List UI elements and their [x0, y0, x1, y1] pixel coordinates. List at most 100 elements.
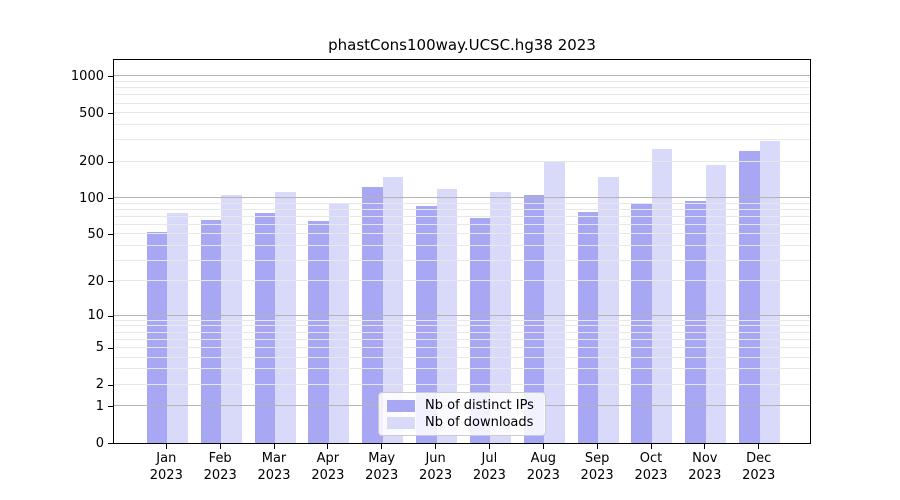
gridline-300	[114, 139, 810, 141]
x-tick-mark-aug	[542, 444, 544, 449]
x-tick-year-nov: 2023	[688, 468, 722, 483]
x-tick-label-nov: Nov 2023	[673, 450, 737, 484]
x-tick-label-feb: Feb 2023	[188, 450, 252, 484]
x-tick-year-aug: 2023	[526, 468, 560, 483]
x-tick-label-jan: Jan 2023	[134, 450, 198, 484]
x-tick-label-jun: Jun 2023	[404, 450, 468, 484]
bar-downloads-apr	[328, 202, 350, 443]
x-tick-mark-mar	[273, 444, 275, 449]
x-tick-month-nov: Nov	[692, 451, 718, 466]
x-tick-year-dec: 2023	[742, 468, 776, 483]
y-tick-mark-200	[108, 161, 113, 163]
gridline-60	[114, 223, 810, 225]
y-tick-label-20: 20	[87, 273, 104, 289]
legend-swatch-ips	[387, 399, 415, 412]
bar-ips-jan	[146, 232, 168, 443]
bar-downloads-may	[382, 176, 404, 443]
legend-item-downloads: Nb of downloads	[387, 415, 537, 431]
x-tick-mark-feb	[219, 444, 221, 449]
bar-downloads-jul	[490, 191, 511, 443]
bar-downloads-jan	[167, 212, 188, 443]
x-tick-month-sep: Sep	[584, 451, 610, 466]
x-tick-month-jan: Jan	[156, 451, 177, 466]
x-tick-year-jun: 2023	[419, 468, 453, 483]
gridline-3	[114, 368, 810, 370]
gridline-30	[114, 259, 810, 261]
x-tick-mark-apr	[327, 444, 329, 449]
y-tick-mark-1000	[108, 76, 113, 78]
bar-ips-nov	[685, 200, 706, 443]
x-tick-year-jul: 2023	[472, 468, 506, 483]
x-tick-mark-jan	[165, 444, 167, 449]
gridline-600	[114, 102, 810, 104]
chart-title: phastCons100way.UCSC.hg38 2023	[328, 36, 596, 54]
bar-ips-feb	[200, 219, 222, 443]
gridline-40	[114, 244, 810, 246]
x-tick-year-apr: 2023	[311, 468, 345, 483]
x-tick-month-jun: Jun	[425, 451, 446, 466]
bar-downloads-mar	[275, 192, 296, 443]
x-tick-month-dec: Dec	[746, 451, 772, 466]
y-tick-label-1: 1	[95, 398, 104, 414]
y-tick-mark-5	[108, 347, 113, 349]
x-tick-year-feb: 2023	[203, 468, 237, 483]
gridline-700	[114, 94, 810, 96]
x-tick-year-may: 2023	[365, 468, 399, 483]
gridline-20	[114, 280, 810, 282]
gridline-8	[114, 325, 810, 327]
gridline-6	[114, 338, 810, 340]
gridline-800	[114, 87, 810, 89]
y-tick-mark-2	[108, 384, 113, 386]
bar-ips-jul	[469, 218, 491, 443]
x-tick-label-sep: Sep 2023	[565, 450, 629, 484]
bar-downloads-nov	[705, 164, 727, 443]
gridline-5	[114, 346, 810, 348]
bar-ips-oct	[631, 203, 652, 443]
y-tick-mark-50	[108, 234, 113, 236]
y-tick-label-50: 50	[87, 226, 104, 242]
x-tick-month-aug: Aug	[530, 451, 556, 466]
legend-label-ips: Nb of distinct IPs	[425, 398, 534, 413]
x-tick-month-jul: Jul	[481, 451, 498, 466]
gridline-4	[114, 356, 810, 358]
y-tick-mark-1	[108, 406, 113, 408]
bar-ips-mar	[254, 212, 275, 443]
x-tick-label-apr: Apr 2023	[296, 450, 360, 484]
y-tick-label-0: 0	[95, 435, 104, 451]
x-tick-label-mar: Mar 2023	[242, 450, 306, 484]
gridline-400	[114, 123, 810, 125]
y-tick-mark-500	[108, 113, 113, 115]
gridline-7	[114, 331, 810, 333]
bar-ips-aug	[523, 194, 545, 443]
legend-label-downloads: Nb of downloads	[425, 415, 534, 430]
y-tick-label-1000: 1000	[70, 68, 104, 84]
x-tick-mark-nov	[704, 444, 706, 449]
x-tick-year-mar: 2023	[257, 468, 291, 483]
legend-swatch-downloads	[387, 416, 415, 429]
gridline-200	[114, 160, 810, 162]
y-tick-label-500: 500	[79, 105, 104, 121]
y-tick-label-5: 5	[95, 340, 104, 356]
bar-ips-dec	[739, 151, 760, 443]
y-tick-label-100: 100	[79, 190, 104, 206]
y-tick-label-2: 2	[95, 377, 104, 393]
bar-downloads-oct	[651, 148, 673, 443]
x-tick-month-oct: Oct	[639, 451, 663, 466]
y-tick-label-200: 200	[79, 154, 104, 170]
x-tick-mark-oct	[650, 444, 652, 449]
x-tick-label-may: May 2023	[350, 450, 414, 484]
gridline-900	[114, 81, 810, 82]
x-tick-mark-may	[381, 444, 383, 449]
x-tick-year-jan: 2023	[149, 468, 183, 483]
gridline-1000	[114, 75, 810, 77]
gridline-50	[114, 233, 810, 235]
gridline-100	[114, 197, 810, 199]
gridline-2	[114, 383, 810, 385]
x-tick-label-oct: Oct 2023	[619, 450, 683, 484]
x-tick-month-feb: Feb	[208, 451, 232, 466]
y-tick-label-10: 10	[87, 308, 104, 324]
x-tick-year-oct: 2023	[634, 468, 668, 483]
x-tick-month-apr: Apr	[316, 451, 340, 466]
x-tick-year-sep: 2023	[580, 468, 614, 483]
